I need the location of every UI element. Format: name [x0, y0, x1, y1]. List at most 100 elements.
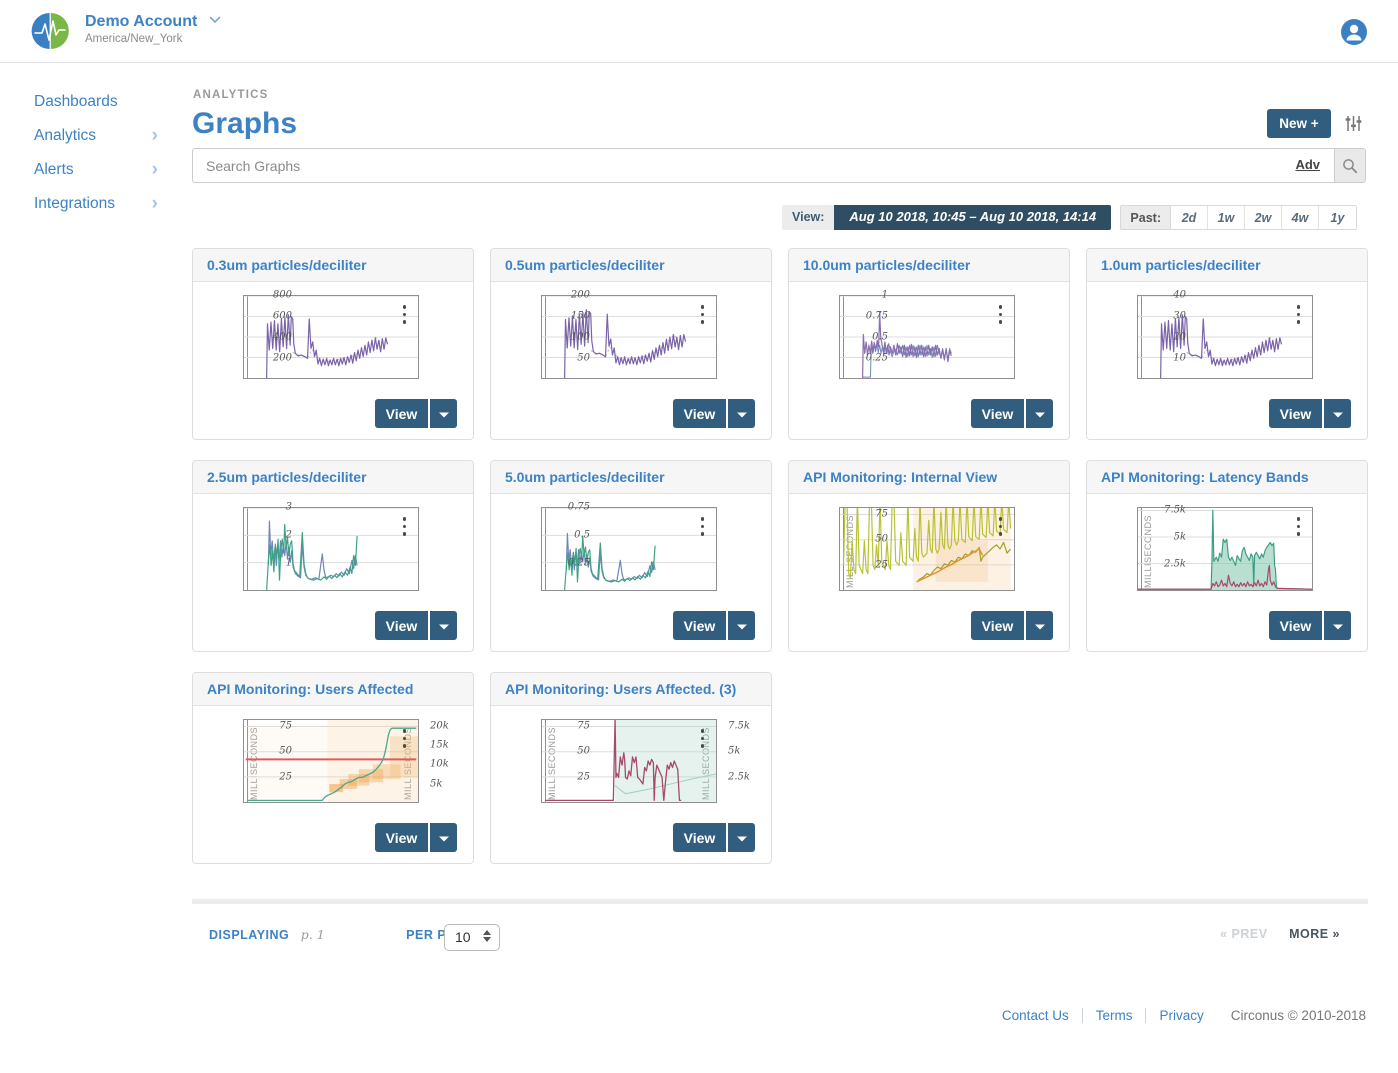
past-option-4w[interactable]: 4w — [1282, 206, 1319, 229]
view-button[interactable]: View — [375, 611, 428, 640]
sidebar-item-dashboards[interactable]: Dashboards — [34, 85, 158, 119]
view-button[interactable]: View — [673, 399, 726, 428]
view-button[interactable]: View — [1269, 399, 1322, 428]
filter-sliders-icon[interactable] — [1345, 115, 1362, 132]
graph-card: API Monitoring: Latency Bands MILLISECON… — [1086, 460, 1368, 652]
card-menu-kebab[interactable] — [698, 726, 708, 751]
page-footer: Contact Us Terms Privacy Circonus © 2010-2… — [989, 1008, 1366, 1023]
view-button[interactable]: View — [1269, 611, 1322, 640]
y-tick-label: 50 — [279, 745, 292, 757]
view-dropdown-caret[interactable] — [430, 823, 457, 852]
account-switcher[interactable]: Demo Account America/New_York — [85, 13, 221, 45]
search-input[interactable] — [192, 148, 1334, 183]
graph-card-body: MILLISECONDS View 75 50 25 — [789, 494, 1069, 651]
graph-card: 5.0um particles/deciliter View 0.75 0.5 0.… — [490, 460, 772, 652]
view-button-group: View — [1269, 399, 1351, 428]
view-dropdown-caret[interactable] — [1324, 611, 1351, 640]
view-button[interactable]: View — [971, 399, 1024, 428]
y-tick-label: 25 — [577, 771, 590, 783]
view-button-group: View — [375, 611, 457, 640]
sidebar-item-alerts[interactable]: Alerts › — [34, 153, 158, 187]
past-option-1w[interactable]: 1w — [1208, 206, 1245, 229]
graph-card-body: MILLISECONDS MILLISECONDS View 75 50 25 7.5k… — [491, 706, 771, 863]
view-dropdown-caret[interactable] — [430, 399, 457, 428]
card-menu-kebab[interactable] — [400, 302, 410, 327]
user-avatar[interactable] — [1341, 19, 1367, 45]
right-tick-label: 5k — [728, 745, 741, 757]
footer-link[interactable]: Privacy — [1159, 1008, 1204, 1023]
card-title: 0.3um particles/deciliter — [207, 257, 367, 273]
view-dropdown-caret[interactable] — [728, 399, 755, 428]
more-pages-link[interactable]: MORE » — [1289, 927, 1340, 941]
past-option-2w[interactable]: 2w — [1245, 206, 1282, 229]
view-button-group: View — [673, 823, 755, 852]
view-dropdown-caret[interactable] — [1026, 611, 1053, 640]
card-title: 0.5um particles/deciliter — [505, 257, 665, 273]
y-tick-label: 800 — [272, 289, 292, 301]
per-page-select[interactable]: 10 — [444, 924, 500, 951]
card-menu-kebab[interactable] — [400, 726, 410, 751]
view-button[interactable]: View — [673, 823, 726, 852]
footer-link[interactable]: Contact Us — [989, 1008, 1083, 1023]
search-submit-button[interactable] — [1334, 148, 1366, 183]
card-menu-kebab[interactable] — [996, 302, 1006, 327]
y-tick-label: 75 — [577, 720, 590, 732]
y-tick-label: 600 — [272, 310, 292, 322]
card-menu-kebab[interactable] — [698, 302, 708, 327]
chevron-right-icon: › — [151, 193, 158, 214]
graph-card-body: View 200 150 100 50 — [491, 282, 771, 439]
card-menu-kebab[interactable] — [400, 514, 410, 539]
card-title: API Monitoring: Latency Bands — [1101, 469, 1309, 485]
advanced-search-link[interactable]: Adv — [1295, 157, 1320, 172]
y-tick-label: 2.5k — [1164, 558, 1186, 570]
graph-card-header: 1.0um particles/deciliter — [1087, 249, 1367, 282]
date-range-button[interactable]: Aug 10 2018, 10:45 – Aug 10 2018, 14:14 — [834, 205, 1112, 230]
card-chart — [1137, 295, 1313, 379]
past-option-2d[interactable]: 2d — [1171, 206, 1208, 229]
graph-card: API Monitoring: Internal View MILLISECON… — [788, 460, 1070, 652]
card-menu-kebab[interactable] — [996, 514, 1006, 539]
view-dropdown-caret[interactable] — [728, 611, 755, 640]
view-label: View: — [782, 205, 835, 230]
graph-card: 0.3um particles/deciliter View 800 600 400… — [192, 248, 474, 440]
graph-card-header: 5.0um particles/deciliter — [491, 461, 771, 494]
y-tick-label: 50 — [577, 745, 590, 757]
view-button[interactable]: View — [971, 611, 1024, 640]
past-option-1y[interactable]: 1y — [1319, 206, 1356, 229]
sidebar-item-label: Alerts — [34, 161, 74, 178]
y-tick-label: 100 — [570, 331, 590, 343]
pagination-bar: DISPLAYING p. 1 PER PAGE: 10 « PREV MORE… — [192, 921, 1366, 951]
y-tick-label: 30 — [1173, 310, 1186, 322]
card-menu-kebab[interactable] — [698, 514, 708, 539]
per-page-value: 10 — [455, 929, 471, 945]
view-button[interactable]: View — [673, 611, 726, 640]
view-button[interactable]: View — [375, 399, 428, 428]
card-menu-kebab[interactable] — [1294, 514, 1304, 539]
y-tick-label: 150 — [570, 310, 590, 322]
sidebar-nav: Dashboards Analytics › Alerts › Integrations › — [0, 63, 192, 221]
view-button[interactable]: View — [375, 823, 428, 852]
sidebar-item-label: Integrations — [34, 195, 115, 212]
sidebar-item-analytics[interactable]: Analytics › — [34, 119, 158, 153]
view-button-group: View — [1269, 611, 1351, 640]
view-button-group: View — [673, 611, 755, 640]
sidebar-item-integrations[interactable]: Integrations › — [34, 187, 158, 221]
select-stepper-icon — [483, 930, 491, 942]
new-graph-button[interactable]: New + — [1267, 109, 1331, 138]
view-dropdown-caret[interactable] — [430, 611, 457, 640]
search-icon — [1343, 158, 1358, 173]
footer-link[interactable]: Terms — [1083, 1008, 1147, 1023]
card-title: API Monitoring: Users Affected. (3) — [505, 681, 737, 697]
view-dropdown-caret[interactable] — [728, 823, 755, 852]
past-label: Past: — [1121, 206, 1171, 229]
graph-card: 0.5um particles/deciliter View 200 150 100… — [490, 248, 772, 440]
y-tick-label: 0.25 — [567, 557, 590, 569]
view-dropdown-caret[interactable] — [1026, 399, 1053, 428]
card-menu-kebab[interactable] — [1294, 302, 1304, 327]
graph-card-header: API Monitoring: Internal View — [789, 461, 1069, 494]
y-tick-label: 40 — [1173, 289, 1186, 301]
y-tick-label: 0.5 — [872, 331, 888, 343]
card-title: 1.0um particles/deciliter — [1101, 257, 1261, 273]
search-bar: Adv — [192, 148, 1366, 183]
view-dropdown-caret[interactable] — [1324, 399, 1351, 428]
